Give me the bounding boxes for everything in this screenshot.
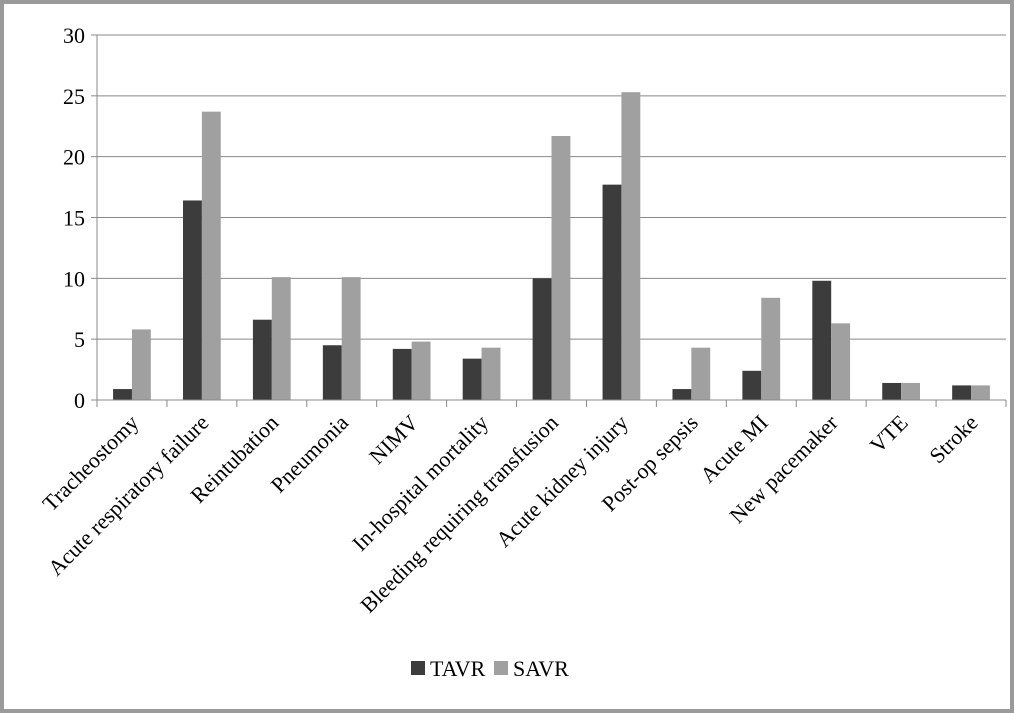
bar-tavr-5 (462, 358, 482, 400)
bar-savr-5 (481, 347, 501, 400)
bar-savr-2 (271, 277, 291, 400)
bar-tavr-1 (183, 200, 202, 400)
y-tick-label: 15 (63, 206, 85, 231)
y-tick-label: 25 (63, 84, 85, 109)
x-tick-label: Stroke (924, 410, 982, 468)
legend-swatch-tavr (411, 661, 425, 675)
x-tick-label: NIMV (364, 410, 423, 469)
bar-savr-0 (131, 329, 151, 400)
bars (113, 92, 990, 401)
legend-swatch-savr (494, 661, 508, 675)
bar-savr-11 (901, 382, 920, 400)
bar-tavr-7 (602, 184, 622, 400)
bar-tavr-11 (882, 382, 902, 400)
bar-savr-8 (691, 347, 711, 400)
y-tick-labels: 0 5 10 15 20 25 30 (63, 23, 85, 413)
bar-tavr-6 (532, 278, 552, 400)
bar-tavr-0 (113, 389, 132, 400)
y-tick-label: 10 (63, 266, 85, 291)
axes (91, 34, 1007, 407)
bar-savr-3 (341, 277, 361, 400)
y-tick-label: 0 (74, 388, 85, 413)
bar-savr-6 (551, 135, 571, 400)
bar-tavr-2 (252, 319, 272, 400)
bar-tavr-10 (812, 280, 832, 400)
bar-savr-10 (831, 323, 851, 400)
bar-savr-9 (761, 297, 781, 400)
bar-savr-12 (971, 385, 990, 400)
bar-tavr-8 (672, 389, 692, 400)
bar-savr-4 (411, 341, 431, 400)
bar-tavr-4 (392, 348, 412, 400)
bar-tavr-3 (322, 345, 342, 400)
bar-tavr-12 (952, 385, 972, 400)
x-tick-label: Acute kidney injury (491, 410, 633, 552)
x-tick-label: VTE (865, 410, 913, 458)
x-tick-label: Pneumonia (266, 410, 354, 498)
y-tick-label: 20 (63, 145, 85, 170)
legend: TAVR SAVR (411, 656, 569, 681)
bar-savr-1 (201, 111, 221, 401)
legend-label-savr: SAVR (513, 656, 569, 681)
y-tick-label: 5 (74, 327, 85, 352)
bar-savr-7 (621, 92, 641, 400)
y-tick-label: 30 (63, 23, 85, 48)
legend-label-tavr: TAVR (430, 656, 486, 681)
bar-tavr-9 (742, 370, 762, 400)
